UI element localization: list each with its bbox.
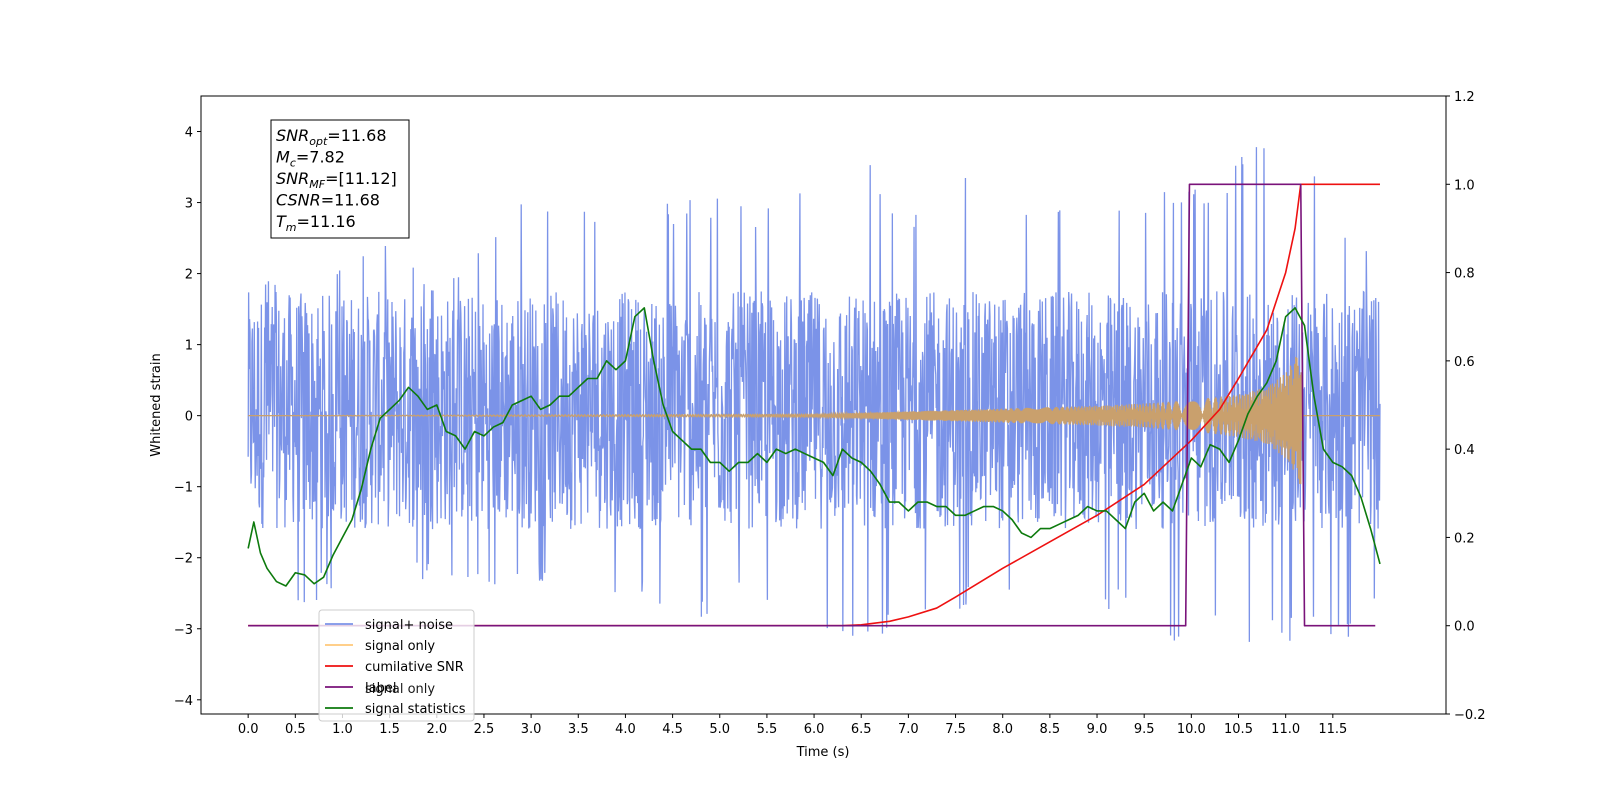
- y-tick-label: 4: [185, 126, 193, 141]
- y-tick-label: 2: [185, 268, 193, 283]
- x-tick-label: 5.0: [709, 722, 730, 737]
- x-tick-label: 9.5: [1134, 722, 1155, 737]
- annotation-line: SNRMF=[11.12]: [276, 169, 397, 191]
- y2-tick-label: 1.0: [1454, 178, 1475, 193]
- x-tick-label: 4.5: [662, 722, 683, 737]
- line-trace: [248, 183, 1376, 627]
- x-tick-label: 10.5: [1224, 722, 1253, 737]
- y2-tick-label: 0.2: [1454, 531, 1475, 546]
- x-tick-label: 11.0: [1271, 722, 1300, 737]
- legend-item: label: [325, 681, 396, 696]
- y-tick-label: −1: [174, 481, 193, 496]
- annotation-line: SNRopt=11.68: [276, 126, 387, 148]
- legend: signal only signal+ noise signal only cumil…: [318, 609, 475, 722]
- series-cumilative-snr: [248, 183, 1380, 627]
- annotation-symbol: M: [276, 148, 290, 167]
- line-trace: [248, 183, 1380, 627]
- annotation-value: =7.82: [296, 148, 345, 167]
- annotation-line: Tm=11.16: [276, 212, 356, 234]
- noise-trace: [247, 147, 1381, 642]
- x-tick-label: 3.5: [568, 722, 589, 737]
- y-axis-label: Whitened strain: [149, 353, 164, 456]
- x-tick-label: 2.5: [474, 722, 495, 737]
- legend-item: signal statistics: [325, 702, 466, 717]
- annotation-symbol: CSNR: [276, 191, 321, 210]
- x-tick-label: 2.0: [426, 722, 447, 737]
- x-tick-label: 1.0: [332, 722, 353, 737]
- annotation-symbol: T: [276, 212, 287, 231]
- y-tick-label: 0: [185, 410, 193, 425]
- x-tick-label: 9.0: [1087, 722, 1108, 737]
- annotation-symbol: SNR: [276, 126, 309, 145]
- annotation-symbol: SNR: [276, 169, 309, 188]
- annotation-box: SNRopt=11.68Mc=7.82SNRMF=[11.12]CSNR=11.…: [270, 119, 410, 239]
- y-tick-label: −3: [174, 623, 193, 638]
- series-signal-noise: [247, 147, 1381, 642]
- annotation-line: Mc=7.82: [276, 148, 345, 170]
- legend-label: label: [365, 681, 396, 696]
- x-tick-label: 6.5: [851, 722, 872, 737]
- annotation-value: =[11.12]: [325, 169, 397, 188]
- annotation-frame: [270, 119, 410, 239]
- x-tick-label: 0.0: [238, 722, 259, 737]
- y2-tick-label: 0.4: [1454, 443, 1475, 458]
- y2-tick-label: 1.2: [1454, 90, 1475, 105]
- y2-tick-label: −0.2: [1454, 708, 1486, 723]
- y-tick-label: 3: [185, 197, 193, 212]
- x-axis-label: Time (s): [796, 745, 850, 760]
- y-tick-label: −2: [174, 552, 193, 567]
- legend-label: signal only: [365, 639, 435, 654]
- series-signal-statistics: [247, 307, 1381, 587]
- y-tick-label: 1: [185, 339, 193, 354]
- legend-ghost-label: signal only: [365, 682, 435, 697]
- legend-frame: [318, 609, 475, 722]
- annotation-subscript: MF: [309, 178, 325, 191]
- annotation-subscript: m: [286, 221, 297, 234]
- annotation-subscript: opt: [309, 135, 328, 148]
- x-tick-label: 1.5: [379, 722, 400, 737]
- legend-item: signal+ noise: [325, 618, 453, 633]
- legend-item: cumilative SNR: [325, 660, 464, 675]
- y2-tick-label: 0.0: [1454, 620, 1475, 635]
- x-tick-label: 7.0: [898, 722, 919, 737]
- legend-label: cumilative SNR: [365, 660, 464, 675]
- legend-label: signal statistics: [365, 702, 466, 717]
- x-tick-label: 3.0: [521, 722, 542, 737]
- annotation-value: =11.68: [327, 126, 386, 145]
- x-tick-label: 7.5: [945, 722, 966, 737]
- series-signal-only: [248, 356, 1380, 485]
- series-label: [248, 183, 1376, 627]
- x-tick-label: 0.5: [285, 722, 306, 737]
- annotation-value: =11.16: [297, 212, 356, 231]
- x-tick-label: 11.5: [1318, 722, 1347, 737]
- line-trace: [247, 307, 1381, 587]
- x-tick-label: 5.5: [757, 722, 778, 737]
- legend-item: signal only: [325, 639, 435, 654]
- x-tick-label: 8.5: [1040, 722, 1061, 737]
- legend-label: signal+ noise: [365, 618, 453, 633]
- y2-tick-label: 0.8: [1454, 267, 1475, 282]
- x-tick-label: 4.0: [615, 722, 636, 737]
- x-tick-label: 10.0: [1177, 722, 1206, 737]
- annotation-subscript: c: [290, 157, 296, 170]
- x-tick-label: 8.0: [992, 722, 1013, 737]
- annotation-line: CSNR=11.68: [276, 191, 380, 210]
- annotation-value: =11.68: [321, 191, 380, 210]
- y-tick-label: −4: [174, 694, 193, 709]
- chirp-trace: [248, 356, 1380, 485]
- y2-tick-label: 0.6: [1454, 355, 1475, 370]
- plot-frame: [200, 95, 1447, 715]
- x-tick-label: 6.0: [804, 722, 825, 737]
